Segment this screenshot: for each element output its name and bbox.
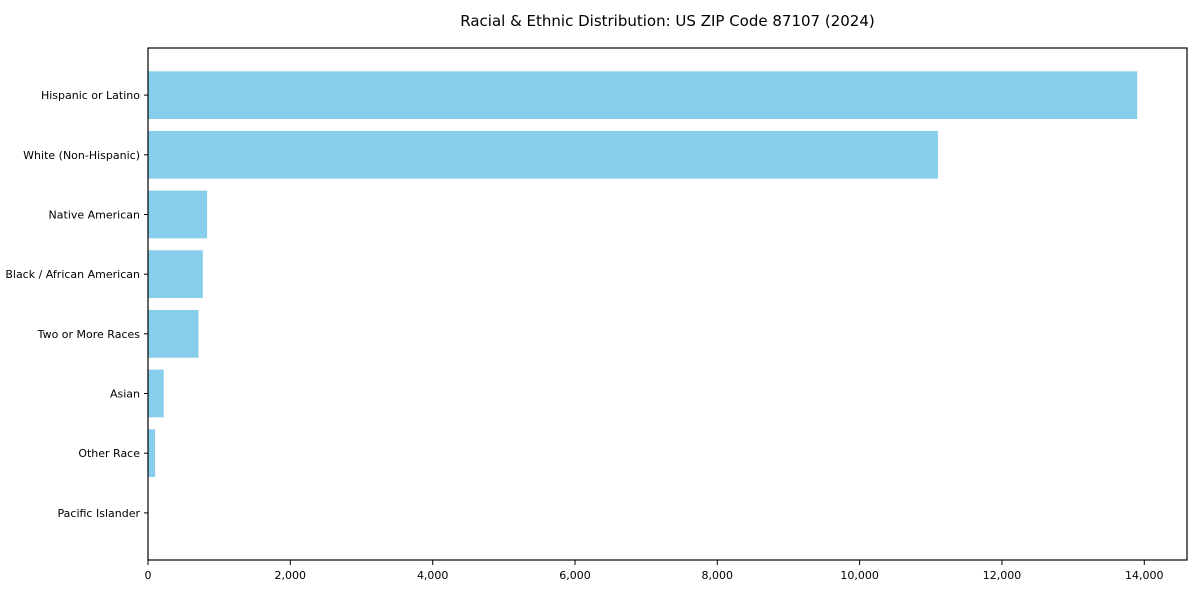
chart-title: Racial & Ethnic Distribution: US ZIP Cod… [460,12,875,30]
bar-white-non-hispanic [148,130,938,179]
plot-border [147,47,1188,561]
x-tick-label-2-000: 2,000 [275,569,307,582]
bar-two-or-more-races [148,310,199,358]
y-tick-label-hispanic-or-latino: Hispanic or Latino [41,89,140,102]
y-tick-label-asian: Asian [110,388,140,401]
bar-hispanic-or-latino [148,71,1138,119]
bar-asian [148,369,164,418]
x-tick-label-10-000: 10,000 [840,569,879,582]
x-tick-label-6-000: 6,000 [559,569,591,582]
y-tick-label-native-american: Native American [49,209,140,222]
y-tick-label-white-non-hispanic: White (Non-Hispanic) [23,149,140,162]
x-tick-label-8-000: 8,000 [702,569,734,582]
x-tick-label-0: 0 [145,569,152,582]
y-tick-label-other-race: Other Race [78,447,140,460]
bar-black-african-american [148,250,203,298]
y-tick-label-pacific-islander: Pacific Islander [58,507,141,520]
bar-other-race [148,429,156,477]
y-tick-label-two-or-more-races: Two or More Races [37,328,141,341]
x-tick-label-12-000: 12,000 [983,569,1022,582]
x-tick-label-4-000: 4,000 [417,569,449,582]
bar-native-american [148,190,208,239]
x-tick-label-14-000: 14,000 [1125,569,1164,582]
y-tick-label-black-african-american: Black / African American [5,268,140,281]
plot-background [148,48,1187,560]
